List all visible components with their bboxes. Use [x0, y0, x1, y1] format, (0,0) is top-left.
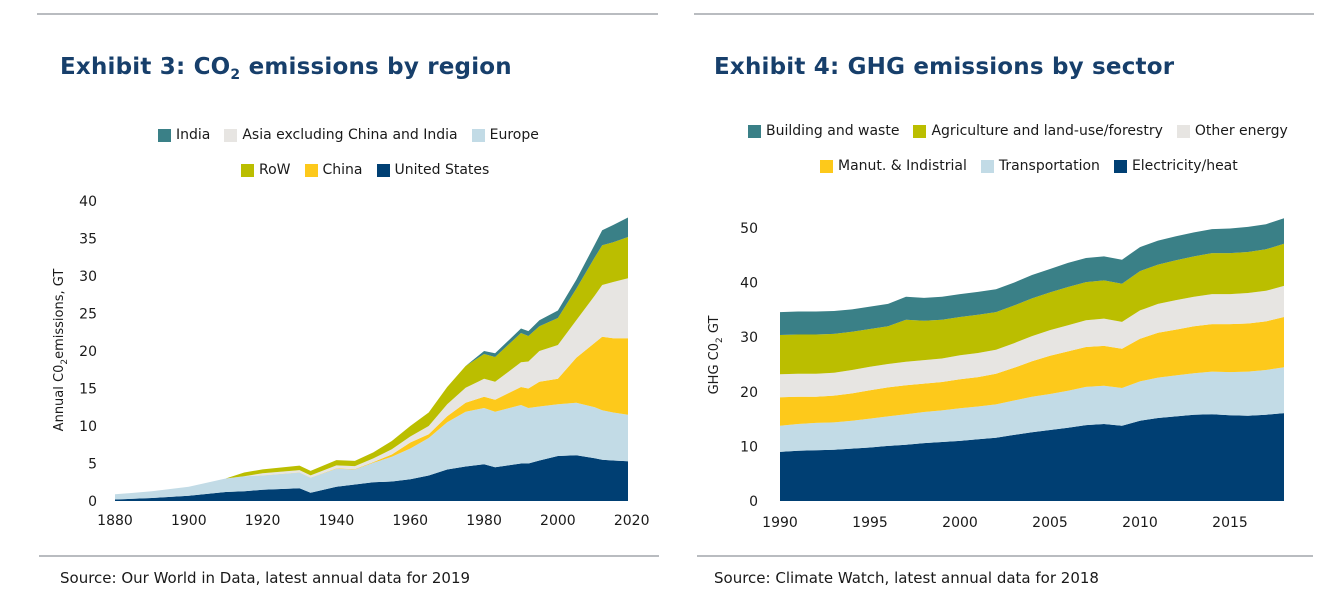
- legend-swatch: [820, 159, 833, 173]
- legend-swatch: [471, 128, 485, 142]
- x-tick-label: 1900: [171, 513, 207, 529]
- x-tick-label: 1995: [852, 515, 888, 531]
- y-tick-label: 35: [79, 232, 97, 248]
- bottom-rule-left: [39, 555, 659, 557]
- legend-swatch: [304, 163, 318, 177]
- legend-swatch: [158, 128, 171, 142]
- y-tick-label: 30: [740, 330, 758, 346]
- x-tick-label: 2010: [1122, 515, 1158, 531]
- y-tick-label: 50: [740, 221, 758, 237]
- x-tick-label: 1980: [466, 513, 502, 529]
- x-tick-label: 2000: [540, 513, 576, 529]
- area-agriculture-and-land-use-forestry: [780, 243, 1284, 375]
- y-tick-label: 25: [79, 307, 97, 323]
- y-tick-label: 10: [740, 439, 758, 455]
- exhibit3-legend-row-1: India Asia excluding China and India Eur…: [158, 127, 539, 143]
- area-united-states: [115, 455, 628, 501]
- exhibit4-title: Exhibit 4: GHG emissions by sector: [714, 54, 1175, 80]
- legend-swatch: [913, 124, 927, 138]
- area-transportation: [780, 367, 1284, 452]
- top-rule-left: [37, 13, 658, 15]
- x-tick-label: 2000: [942, 515, 978, 531]
- exhibit3-legend-row-2: RoW China United States: [241, 162, 489, 178]
- area-asia-excluding-china-and-india: [115, 278, 628, 495]
- legend-item-us: United States: [376, 162, 489, 178]
- legend-swatch: [224, 128, 238, 142]
- legend-swatch: [376, 163, 390, 177]
- y-tick-label: 20: [740, 385, 758, 401]
- legend-item-europe: Europe: [471, 127, 539, 143]
- exhibit3-title: Exhibit 3: CO2 emissions by region: [60, 54, 512, 83]
- exhibit4-legend-row-1: Building and waste Agriculture and land-…: [748, 123, 1288, 139]
- area-manut-indistrial: [780, 317, 1284, 426]
- area-electricity-heat: [780, 413, 1284, 501]
- y-tick-label: 5: [88, 457, 97, 473]
- y-tick-label: 30: [79, 269, 97, 285]
- area-europe: [115, 402, 628, 500]
- bottom-rule-right: [697, 555, 1313, 557]
- y-tick-label: 0: [749, 494, 758, 510]
- x-tick-label: 2020: [614, 513, 650, 529]
- legend-item-china: China: [304, 162, 363, 178]
- x-tick-label: 1940: [319, 513, 355, 529]
- legend-swatch: [980, 159, 994, 173]
- legend-item-other-energy: Other energy: [1176, 123, 1288, 139]
- y-tick-label: 15: [79, 382, 97, 398]
- legend-swatch: [1113, 159, 1127, 173]
- area-building-and-waste: [780, 218, 1284, 335]
- legend-swatch: [1176, 124, 1190, 138]
- exhibit4-source: Source: Climate Watch, latest annual dat…: [714, 569, 1099, 587]
- x-tick-label: 1880: [97, 513, 133, 529]
- y-tick-label: 0: [88, 494, 97, 510]
- x-tick-label: 2005: [1032, 515, 1068, 531]
- legend-item-building-waste: Building and waste: [748, 123, 899, 139]
- x-tick-label: 1990: [762, 515, 798, 531]
- area-china: [115, 336, 628, 495]
- y-tick-label: 40: [79, 194, 97, 210]
- y-tick-label: 40: [740, 276, 758, 292]
- legend-item-agriculture: Agriculture and land-use/forestry: [913, 123, 1163, 139]
- legend-swatch: [241, 163, 254, 177]
- legend-item-row: RoW: [241, 162, 291, 178]
- legend-item-manufacturing: Manut. & Indistrial: [820, 158, 967, 174]
- legend-swatch: [748, 124, 761, 138]
- y-axis-label: Annual C02emissions, GT: [52, 269, 70, 432]
- y-tick-label: 20: [79, 344, 97, 360]
- y-axis-label: GHG C02 GT: [707, 316, 725, 395]
- area-other-energy: [780, 285, 1284, 398]
- top-rule-right: [694, 13, 1314, 15]
- legend-item-transportation: Transportation: [980, 158, 1100, 174]
- x-tick-label: 1920: [245, 513, 281, 529]
- legend-item-asia-ex: Asia excluding China and India: [224, 127, 458, 143]
- exhibit3-source: Source: Our World in Data, latest annual…: [60, 569, 471, 587]
- y-tick-label: 10: [79, 419, 97, 435]
- legend-item-india: India: [158, 127, 210, 143]
- exhibit4-legend-row-2: Manut. & Indistrial Transportation Elect…: [820, 158, 1238, 174]
- x-tick-label: 2015: [1212, 515, 1248, 531]
- x-tick-label: 1960: [392, 513, 428, 529]
- legend-item-electricity: Electricity/heat: [1113, 158, 1238, 174]
